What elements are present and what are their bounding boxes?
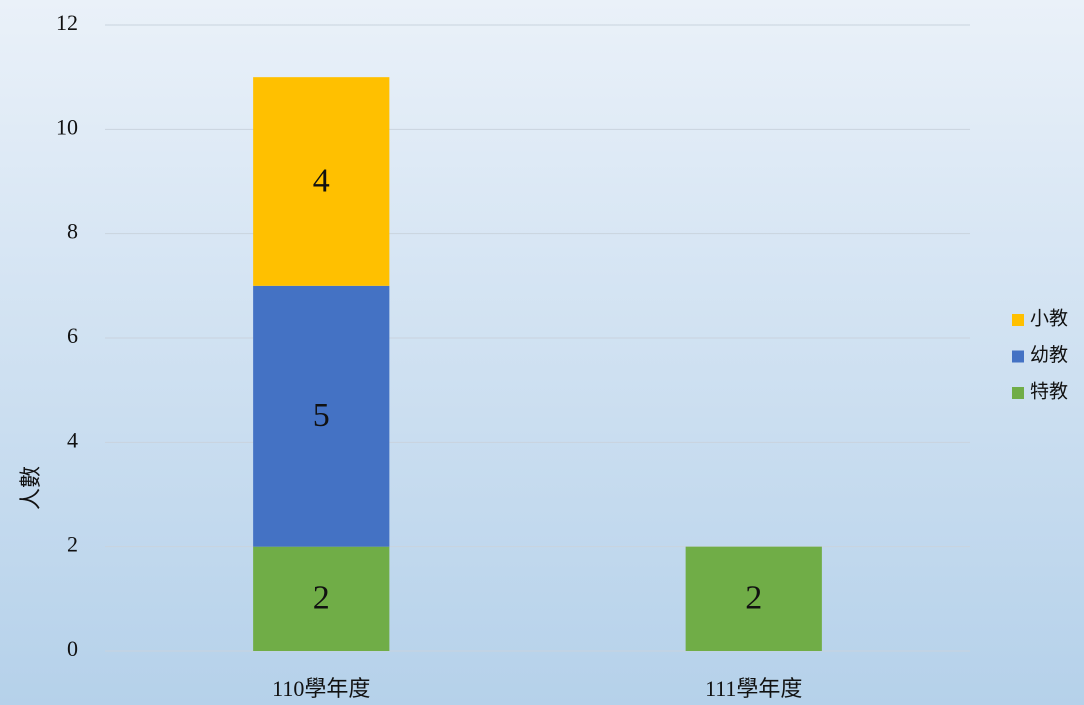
x-tick-label: 110學年度 xyxy=(272,676,370,701)
bar-segment xyxy=(253,546,390,651)
y-tick-label: 6 xyxy=(67,323,78,348)
legend-swatch xyxy=(1012,350,1024,363)
bar-segment xyxy=(685,546,822,651)
y-tick-label: 12 xyxy=(56,10,78,35)
data-label: 2 xyxy=(313,580,330,617)
y-tick-label: 8 xyxy=(67,219,78,244)
y-tick-label: 2 xyxy=(67,532,78,557)
y-axis-label: 人數 xyxy=(18,466,43,510)
x-tick-label: 111學年度 xyxy=(705,676,802,701)
bar-segment xyxy=(253,285,390,547)
data-label: 5 xyxy=(313,397,330,434)
data-label: 4 xyxy=(313,162,330,199)
legend-swatch xyxy=(1012,387,1024,399)
y-tick-label: 4 xyxy=(67,427,78,452)
legend-label: 小教 xyxy=(1030,307,1068,329)
bar-segment xyxy=(253,77,390,286)
y-tick-label: 0 xyxy=(67,636,78,661)
legend-label: 特教 xyxy=(1030,380,1068,402)
legend-swatch xyxy=(1012,314,1024,326)
data-label: 2 xyxy=(745,580,762,617)
legend-label: 幼教 xyxy=(1030,344,1068,366)
y-tick-label: 10 xyxy=(56,114,78,139)
